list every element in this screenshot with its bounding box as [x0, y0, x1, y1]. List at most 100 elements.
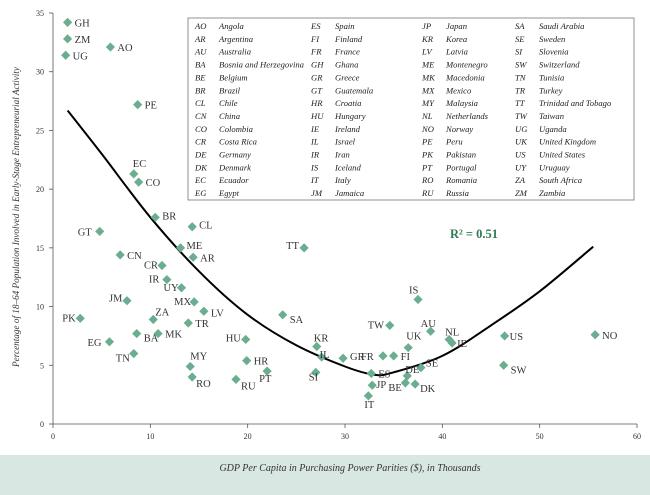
data-point-marker — [262, 366, 272, 376]
legend-code: FR — [310, 47, 322, 57]
legend-code: IS — [310, 162, 319, 172]
legend-country: South Africa — [539, 175, 582, 185]
legend-country: Guatemala — [335, 85, 373, 95]
data-point-label: ZM — [75, 35, 91, 46]
data-point-marker — [402, 371, 412, 381]
legend-country: Argentina — [218, 34, 253, 44]
legend-code: AR — [194, 34, 206, 44]
legend-code: KR — [421, 34, 434, 44]
legend-code: MX — [421, 85, 435, 95]
data-point-marker — [185, 361, 195, 372]
legend-code: HR — [310, 98, 323, 108]
data-point-label: GH — [75, 18, 91, 29]
data-point-label: ME — [187, 241, 203, 252]
y-tick-label: 25 — [36, 126, 44, 135]
legend-country: Slovenia — [539, 47, 569, 57]
data-point-label: DK — [420, 384, 436, 395]
trend-curve — [66, 109, 594, 377]
data-point-marker — [187, 222, 197, 232]
data-point-marker — [312, 341, 322, 352]
legend-code: ZM — [515, 188, 528, 198]
legend-country: Ghana — [335, 60, 358, 70]
legend-code: RU — [421, 188, 434, 198]
data-point-marker — [132, 328, 142, 339]
legend-code: UK — [515, 137, 528, 147]
legend-country: Croatia — [335, 98, 361, 108]
data-point-marker — [403, 343, 413, 353]
data-point-label: IL — [320, 350, 330, 361]
legend-code: IR — [310, 150, 320, 160]
data-point-label: AO — [117, 43, 133, 54]
data-point-marker — [153, 328, 163, 339]
x-tick-label: 30 — [341, 432, 349, 441]
legend-country: Costa Rica — [219, 137, 257, 147]
legend-code: US — [515, 150, 526, 160]
data-point-marker — [129, 169, 139, 179]
data-point-marker — [590, 330, 600, 340]
data-point-marker — [183, 318, 193, 328]
legend-country: Korea — [445, 34, 467, 44]
data-point-marker — [157, 260, 167, 271]
legend-code: NO — [421, 124, 434, 134]
legend-code: JM — [311, 188, 323, 198]
data-point-marker — [122, 296, 132, 306]
legend-country: Denmark — [218, 162, 251, 172]
legend-code: CL — [195, 98, 206, 108]
legend-country: Spain — [335, 21, 355, 31]
legend-country: Ireland — [334, 124, 361, 134]
legend-country: Zambia — [539, 188, 565, 198]
data-point-marker — [400, 378, 410, 388]
legend: AO Angola AR Argentina AU Australia BA Bosnia a… — [187, 17, 635, 201]
legend-country: Trinidad and Tobago — [539, 98, 612, 108]
legend-country: Ecuador — [218, 175, 249, 185]
legend-code: NL — [421, 111, 433, 121]
legend-code: EG — [194, 188, 207, 198]
legend-code: SA — [515, 21, 525, 31]
data-point-label: TR — [195, 319, 208, 330]
trend-curve-layer — [66, 109, 594, 377]
data-point-marker — [95, 226, 105, 237]
legend-country: Russia — [445, 188, 469, 198]
data-point-label: IS — [409, 286, 418, 297]
legend-code: TR — [515, 85, 526, 95]
legend-code: JP — [422, 21, 432, 31]
data-point-label: MX — [174, 297, 191, 308]
legend-country: Australia — [218, 47, 251, 57]
data-point-marker — [187, 372, 197, 382]
data-point-label: JM — [109, 294, 123, 305]
data-point-label: BA — [144, 334, 159, 345]
data-point-label: ZA — [155, 307, 169, 318]
legend-country: France — [334, 47, 360, 57]
legend-country: Colombia — [219, 124, 253, 134]
data-point-label: RU — [241, 381, 256, 392]
data-point-marker — [299, 243, 309, 253]
legend-country: Portugal — [445, 162, 477, 172]
legend-code: DE — [194, 150, 207, 160]
legend-code: UY — [515, 162, 527, 172]
y-tick-label: 10 — [36, 303, 44, 312]
legend-code: GT — [311, 85, 323, 95]
data-point-marker — [162, 274, 172, 285]
y-tick-label: 30 — [36, 68, 44, 77]
data-point-label: SW — [511, 365, 527, 376]
data-point-marker — [278, 310, 288, 320]
data-point-label: GT — [78, 227, 93, 238]
data-point-marker — [241, 334, 251, 345]
data-point-label: CN — [127, 251, 142, 262]
data-point-marker — [176, 283, 187, 293]
legend-country: Tunisia — [539, 72, 564, 82]
legend-country: Greece — [335, 72, 360, 82]
data-point-marker — [317, 352, 327, 362]
legend-country: Peru — [445, 137, 463, 147]
data-point-marker — [148, 314, 158, 325]
x-tick-label: 40 — [438, 432, 446, 441]
legend-country: Angola — [218, 21, 244, 31]
data-point-marker — [500, 331, 510, 341]
data-point-marker — [134, 177, 144, 187]
legend-code: LV — [421, 47, 433, 57]
data-point-marker — [367, 380, 377, 390]
data-point-label: CR — [144, 260, 158, 271]
legend-code: UG — [515, 124, 528, 134]
data-point-label: US — [510, 332, 524, 343]
data-point-label: UG — [73, 51, 89, 62]
